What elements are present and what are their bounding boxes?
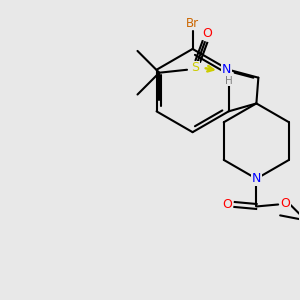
Text: N: N: [222, 63, 231, 76]
Text: O: O: [202, 27, 212, 40]
Text: H: H: [225, 76, 232, 85]
Text: O: O: [280, 197, 290, 210]
Text: S: S: [191, 61, 199, 74]
Text: N: N: [252, 172, 261, 185]
Text: O: O: [223, 198, 232, 211]
Text: Br: Br: [186, 17, 199, 30]
